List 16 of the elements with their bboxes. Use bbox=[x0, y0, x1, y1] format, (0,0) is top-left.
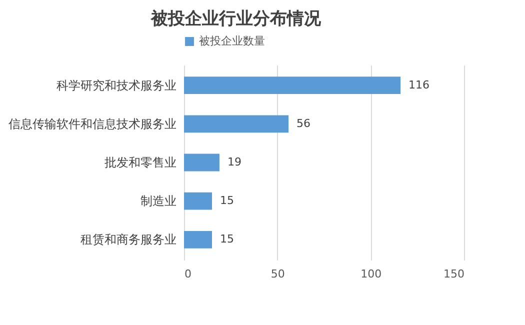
y-tick-label: 制造业 bbox=[140, 194, 176, 208]
chart-title: 被投企业行业分布情况 bbox=[150, 9, 322, 29]
x-tick-label: 0 bbox=[184, 268, 192, 280]
data-label: 116 bbox=[408, 78, 430, 92]
data-label: 15 bbox=[220, 194, 234, 208]
y-tick-label: 科学研究和技术服务业 bbox=[56, 78, 176, 92]
x-tick-label: 150 bbox=[444, 268, 464, 280]
data-label: 19 bbox=[227, 156, 242, 168]
y-tick-label: 批发和零售业 bbox=[104, 156, 176, 170]
y-tick-label: 租赁和商务服务业 bbox=[80, 232, 176, 247]
x-tick-label: 100 bbox=[360, 268, 382, 280]
x-tick-label: 50 bbox=[270, 268, 285, 280]
data-label: 15 bbox=[220, 232, 234, 246]
y-tick-label: 信息传输软件和信息技术服务业 bbox=[8, 116, 176, 131]
legend-label: 被投企业数量 bbox=[199, 34, 265, 48]
data-label: 56 bbox=[296, 116, 311, 130]
